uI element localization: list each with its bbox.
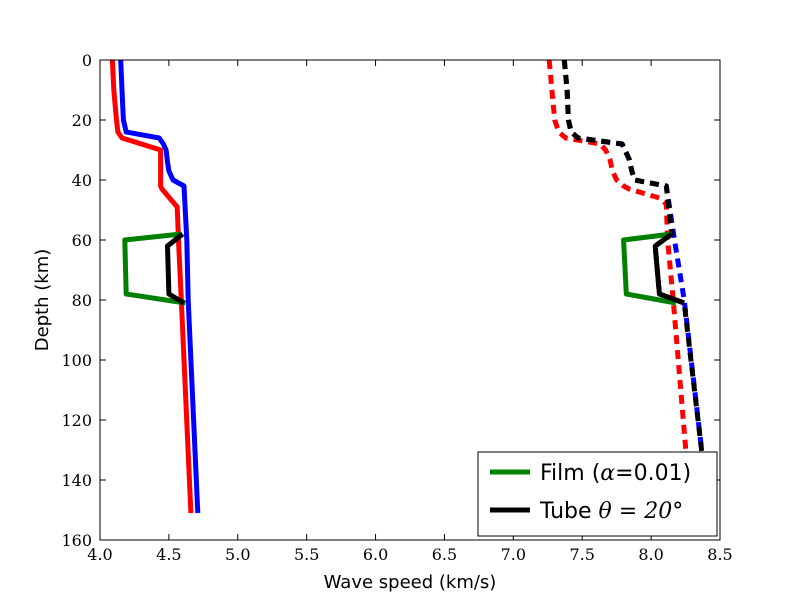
legend-label-tube-symbol: θ = 20° (599, 499, 684, 524)
x-tick-label: 6.5 (432, 545, 457, 564)
x-tick-label: 5.5 (294, 545, 319, 564)
series-line-9 (652, 231, 686, 306)
legend: Film (α=0.01) Tube θ = 20° (477, 451, 718, 537)
legend-label-tube-prefix: Tube (539, 499, 599, 524)
y-tick-label: 100 (61, 351, 92, 370)
series-line-8 (621, 231, 677, 306)
y-tick-label: 120 (61, 411, 92, 430)
x-tick-label: 7.0 (501, 545, 526, 564)
y-tick-label: 40 (72, 171, 92, 190)
x-tick-label: 8.5 (707, 545, 732, 564)
x-tick-label: 4.0 (87, 545, 112, 564)
x-axis-label: Wave speed (km/s) (324, 572, 497, 593)
y-tick-label: 0 (82, 51, 92, 70)
x-tick-label: 7.5 (569, 545, 594, 564)
series-line-2 (118, 59, 201, 514)
legend-label-film: Film (α=0.01) (540, 461, 691, 486)
legend-label-film-symbol: α (600, 461, 615, 486)
y-tick-label: 140 (61, 471, 92, 490)
y-tick-label: 20 (72, 111, 92, 130)
x-tick-label: 4.5 (156, 545, 181, 564)
series-line-3 (122, 231, 186, 306)
x-tick-label: 6.0 (363, 545, 388, 564)
tick-layer: 4.0 4.5 5.0 5.5 6.0 6.5 7.0 7.5 8.0 8.5 0 20 40 60 80 1… (61, 51, 732, 564)
legend-label-tube: Tube θ = 20° (539, 499, 683, 524)
legend-frame (477, 451, 718, 537)
series-layer (109, 59, 712, 514)
y-axis-label: Depth (km) (32, 249, 53, 352)
x-tick-label: 8.0 (638, 545, 663, 564)
legend-label-film-prefix: Film ( (540, 461, 600, 486)
series-line-4 (165, 232, 186, 306)
x-tick-label: 5.0 (225, 545, 250, 564)
series-line-5 (546, 59, 694, 514)
legend-label-film-suffix: =0.01) (615, 461, 691, 486)
y-tick-label: 60 (72, 231, 92, 250)
y-tick-label: 160 (61, 531, 92, 550)
series-line-1 (109, 59, 194, 514)
y-tick-label: 80 (72, 291, 92, 310)
